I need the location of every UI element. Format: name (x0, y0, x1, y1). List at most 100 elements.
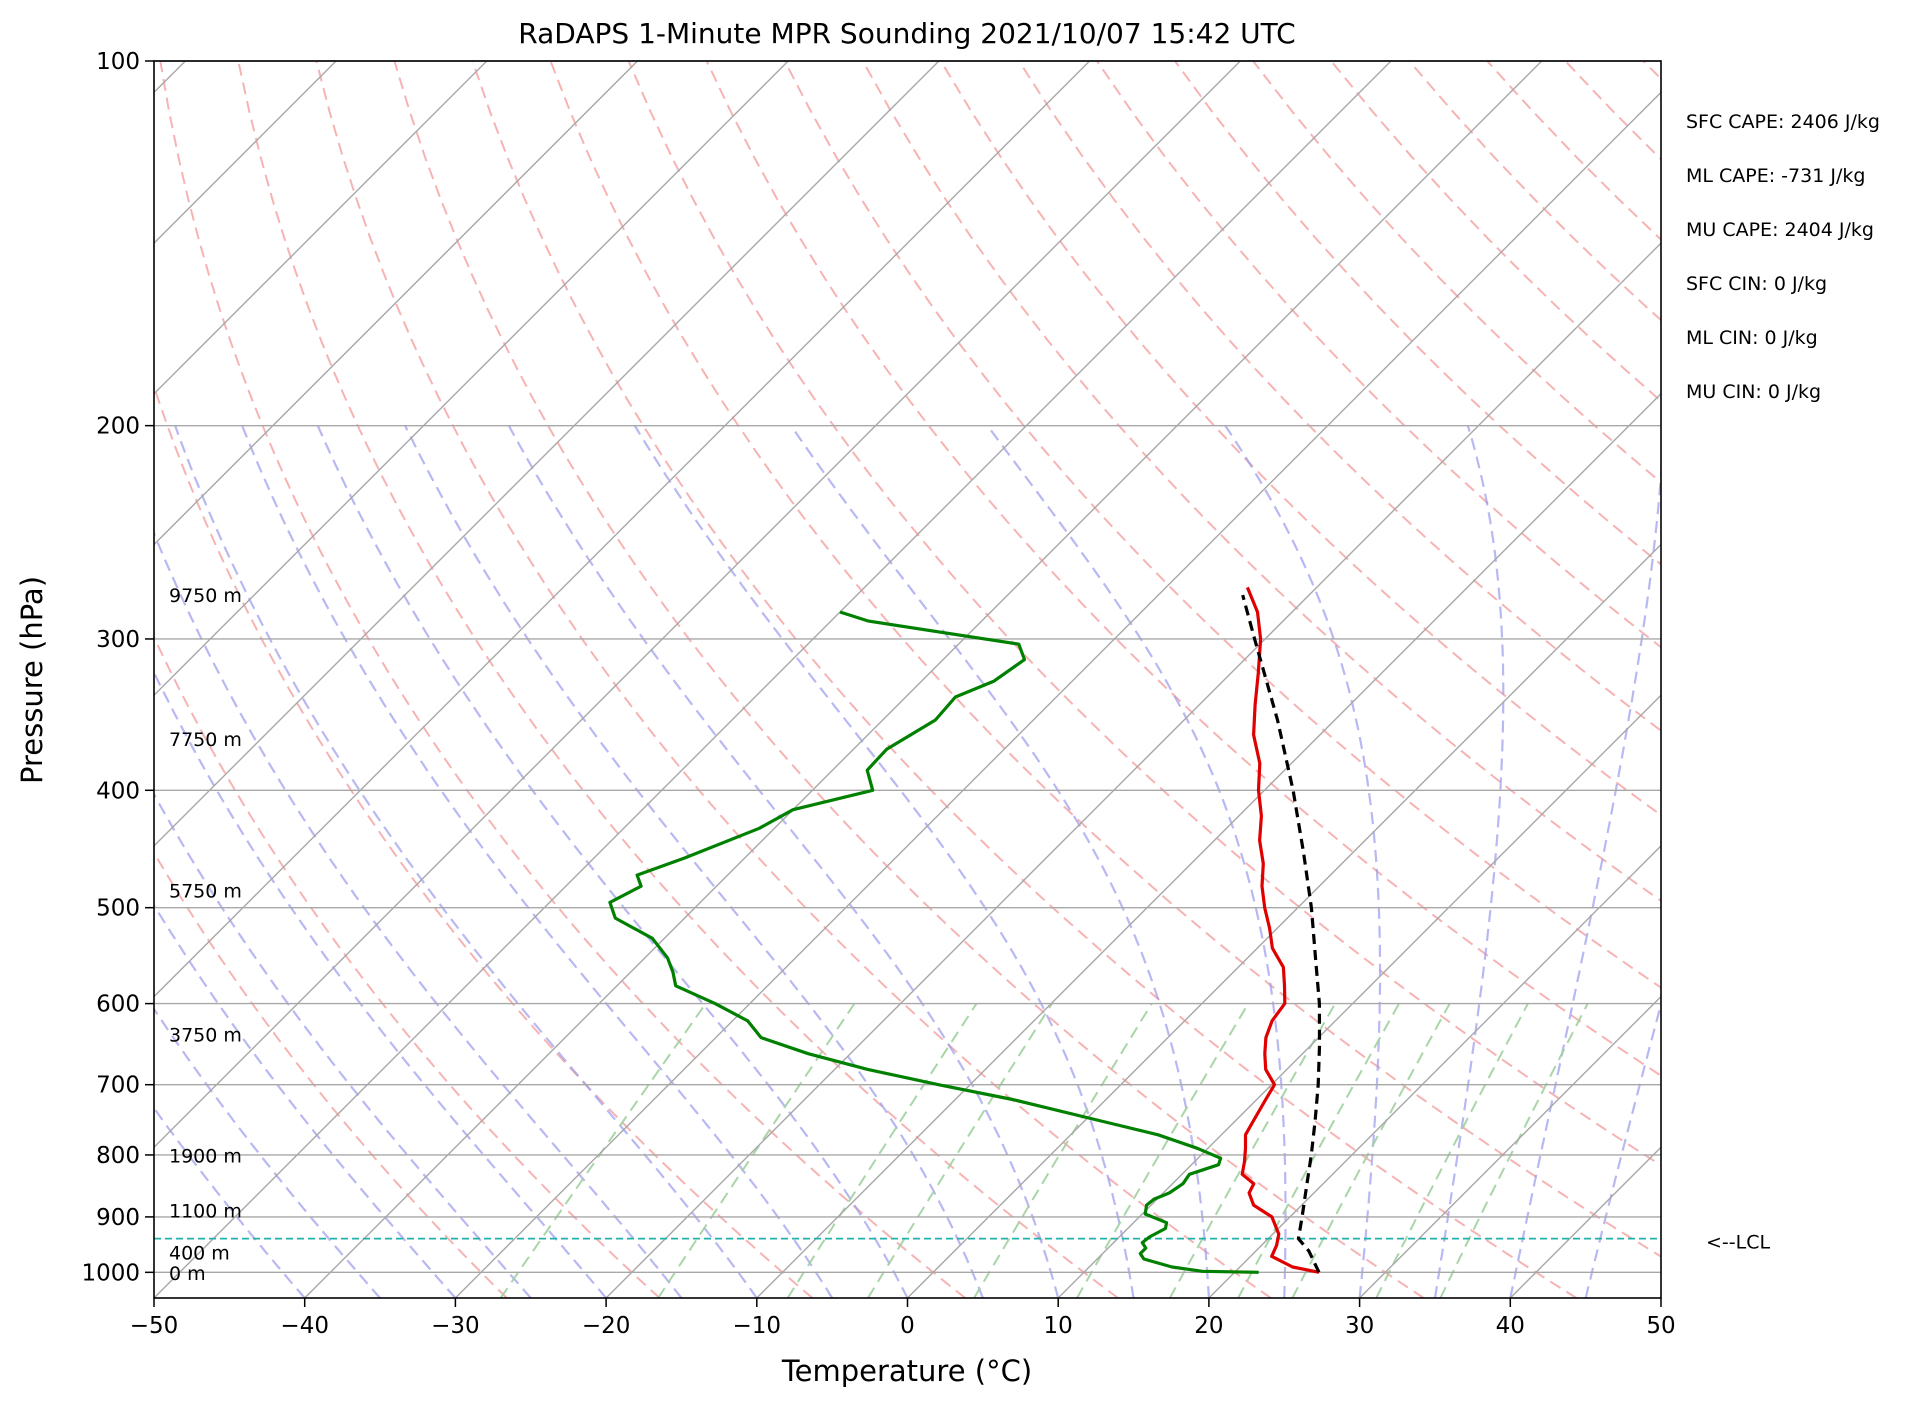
dry-adiabat-line (154, 383, 814, 1298)
dry-adiabat-line (1330, 61, 1661, 403)
stat-text: SFC CIN: 0 J/kg (1686, 273, 1827, 295)
y-axis-label: Pressure (hPa) (15, 576, 49, 784)
lcl-label: <--LCL (1706, 1232, 1770, 1254)
x-tick-label: −40 (280, 1313, 329, 1339)
moist-adiabat-line (986, 424, 1287, 1298)
y-tick-label: 500 (96, 896, 140, 922)
isotherm-line (1812, 61, 1925, 1298)
moist-adiabat-line (154, 1106, 306, 1298)
dewpoint-trace (608, 610, 1259, 1274)
isotherm-lines (154, 61, 1925, 1298)
moist-adiabat-line (1659, 1293, 1661, 1298)
moist-adiabat-line (1433, 425, 1505, 1298)
isotherm-line (154, 61, 789, 697)
isotherm-line (154, 61, 1091, 998)
isotherm-line (1208, 844, 1661, 1298)
moist-adiabat-line (154, 669, 607, 1298)
isotherm-line (605, 242, 1661, 1298)
dry-adiabat-line (1642, 61, 1661, 81)
stat-text: ML CIN: 0 J/kg (1686, 327, 1818, 349)
isotherm-line (1509, 1146, 1661, 1298)
height-label: 1100 m (169, 1200, 242, 1222)
x-tick-label: 40 (1496, 1313, 1525, 1339)
mixing-ratio-line (1076, 1003, 1250, 1298)
stat-text: MU CIN: 0 J/kg (1686, 381, 1821, 403)
mixing-ratio-line (1439, 1003, 1589, 1298)
plot-frame (153, 60, 1662, 1299)
isotherm-line (756, 392, 1661, 1298)
moist-adiabat-line (316, 425, 909, 1298)
height-label: 3750 m (169, 1024, 242, 1046)
dry-adiabat-line (159, 61, 966, 1298)
dry-adiabat-line (1096, 61, 1661, 649)
mixing-ratio-line (973, 1003, 1153, 1298)
dry-adiabat-line (154, 634, 661, 1298)
y-tick-label: 1000 (81, 1260, 140, 1286)
moist-adiabat-line (154, 903, 457, 1298)
isotherm-line (154, 61, 337, 245)
dry-adiabat-line (315, 61, 1272, 1298)
dry-adiabat-line (1721, 61, 1925, 1298)
dry-adiabat-line (783, 61, 1661, 989)
stat-text: MU CAPE: 2404 J/kg (1686, 219, 1874, 241)
x-tick-label: 50 (1646, 1313, 1675, 1339)
mixing-ratio-line (1169, 1003, 1337, 1298)
y-tick-label: 100 (96, 49, 140, 75)
isotherm-line (907, 543, 1661, 1298)
x-tick-label: 20 (1194, 1313, 1223, 1339)
moist-adiabat-line (154, 1007, 381, 1298)
x-tick-label: 0 (900, 1313, 915, 1339)
dry-adiabat-line (1252, 61, 1661, 484)
x-tick-label: 30 (1345, 1313, 1374, 1339)
y-tick-label: 300 (96, 627, 140, 653)
dry-adiabat-line (237, 61, 1119, 1298)
dry-adiabat-line (1486, 61, 1661, 241)
mixing-ratio-line (1375, 1003, 1529, 1298)
dry-adiabat-line (393, 61, 1425, 1298)
x-tick-label: −10 (733, 1313, 782, 1339)
y-tick-label: 200 (96, 414, 140, 440)
isotherm-line (154, 61, 1241, 1149)
mixing-ratio-line (867, 1003, 1053, 1298)
moist-adiabat-line (174, 425, 758, 1298)
moist-adiabat-line (1584, 1000, 1661, 1298)
isotherm-line (1057, 694, 1661, 1298)
x-tick-label: 10 (1044, 1313, 1073, 1339)
isotherm-line (154, 61, 940, 847)
stats-panel: SFC CAPE: 2406 J/kg ML CAPE: -731 J/kg MU … (1686, 111, 1880, 403)
moist-adiabat-line (154, 530, 683, 1298)
height-label: 1900 m (169, 1146, 242, 1168)
x-tick-label: −30 (431, 1313, 480, 1339)
y-tick-label: 600 (96, 992, 140, 1018)
moist-adiabat-line (404, 425, 984, 1298)
dry-adiabat-line (627, 61, 1661, 1167)
y-tick-label: 400 (96, 778, 140, 804)
moist-adiabat-line (241, 425, 834, 1298)
x-axis-label: Temperature (°C) (781, 1354, 1032, 1388)
height-label: 7750 m (169, 729, 242, 751)
dry-adiabat-line (549, 61, 1661, 1258)
height-labels: 9750 m 7750 m 5750 m 3750 m 1900 m 1100 m 400 … (169, 585, 242, 1285)
moist-adiabat-line (1509, 460, 1661, 1298)
chart-title: RaDAPS 1-Minute MPR Sounding 2021/10/07 … (518, 17, 1295, 50)
height-label: 400 m (169, 1242, 230, 1264)
isotherm-line (1660, 1297, 1661, 1298)
moist-adiabat-line (1224, 424, 1382, 1298)
temperature-trace (1240, 586, 1320, 1274)
x-tick-label: −20 (582, 1313, 631, 1339)
mixing-ratio-line (1237, 1003, 1400, 1298)
y-tick-label: 900 (96, 1205, 140, 1231)
height-label: 9750 m (169, 585, 242, 607)
mixing-ratio-line (786, 1003, 978, 1298)
isotherm-line (154, 61, 638, 546)
mixing-ratio-line (1291, 1003, 1451, 1298)
sounding-traces (608, 586, 1322, 1274)
y-tick-label: 700 (96, 1073, 140, 1099)
isotherm-line (1359, 995, 1661, 1298)
mixing-ratio-line (657, 1003, 856, 1298)
x-tick-label: −50 (130, 1313, 179, 1339)
dry-adiabat-line (1018, 61, 1661, 732)
dry-adiabat-line (1564, 61, 1661, 161)
isotherm-line (454, 91, 1661, 1298)
y-axis: 100 200 300 400 500 600 700 800 900 1000 (81, 49, 154, 1286)
